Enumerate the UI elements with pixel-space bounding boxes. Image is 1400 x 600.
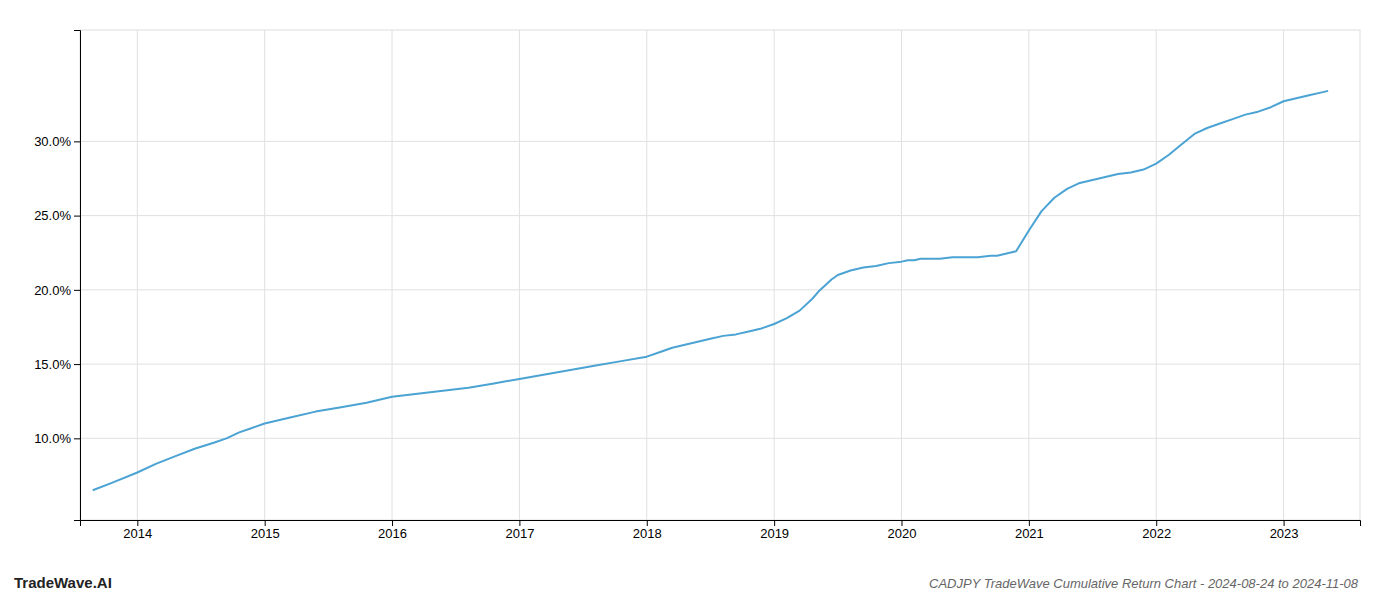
x-tick-label: 2022 xyxy=(1142,526,1171,541)
y-tick-mark xyxy=(74,216,80,217)
x-tick-mark xyxy=(137,520,138,526)
x-tick-mark xyxy=(901,520,902,526)
grid xyxy=(80,30,1360,520)
x-grid-line xyxy=(519,30,520,520)
chart-title: CADJPY TradeWave Cumulative Return Chart… xyxy=(929,576,1359,591)
x-grid-line xyxy=(1028,30,1029,520)
y-grid-line xyxy=(80,141,1360,142)
y-tick: 20.0% xyxy=(34,283,80,298)
x-tick-mark xyxy=(1029,520,1030,526)
x-tick: 2022 xyxy=(1142,520,1171,541)
x-grid-line xyxy=(1156,30,1157,520)
y-grid-line xyxy=(80,438,1360,439)
x-tick-label: 2019 xyxy=(760,526,789,541)
y-tick-label: 25.0% xyxy=(34,208,71,223)
y-tick: 15.0% xyxy=(34,357,80,372)
y-tick: 10.0% xyxy=(34,431,80,446)
x-tick: 2021 xyxy=(1015,520,1044,541)
y-tick: 25.0% xyxy=(34,208,80,223)
x-tick: 2015 xyxy=(251,520,280,541)
plot-area xyxy=(93,91,1328,490)
y-axis: 10.0% 15.0% 20.0% 25.0% 30.0% xyxy=(34,31,80,521)
y-grid-line xyxy=(80,215,1360,216)
x-tick-mark xyxy=(265,520,266,526)
chart: 2014 2015 2016 2017 2018 2019 2020 2021 2022 2023… xyxy=(0,0,1400,600)
y-tick: 30.0% xyxy=(34,134,80,149)
x-tick: 2014 xyxy=(123,520,152,541)
y-tick-mark xyxy=(74,141,80,142)
y-tick-mark xyxy=(74,438,80,439)
x-grid-line xyxy=(1283,30,1284,520)
y-tick-mark xyxy=(74,290,80,291)
x-tick-mark xyxy=(774,520,775,526)
x-tick: 2017 xyxy=(505,520,534,541)
x-tick-mark xyxy=(519,520,520,526)
y-grid-line xyxy=(80,289,1360,290)
x-tick-label: 2016 xyxy=(378,526,407,541)
watermark: TradeWave.AI xyxy=(14,574,112,591)
x-tick: 2018 xyxy=(633,520,662,541)
x-grid-line xyxy=(646,30,647,520)
y-tick-label: 15.0% xyxy=(34,357,71,372)
x-tick-mark xyxy=(647,520,648,526)
x-tick-mark xyxy=(392,520,393,526)
y-tick-label: 30.0% xyxy=(34,134,71,149)
x-axis: 2014 2015 2016 2017 2018 2019 2020 2021 2022 2023 xyxy=(81,520,1361,541)
x-tick-label: 2018 xyxy=(633,526,662,541)
x-tick-label: 2021 xyxy=(1015,526,1044,541)
x-tick-mark xyxy=(1156,520,1157,526)
x-grid-line xyxy=(774,30,775,520)
x-tick-label: 2015 xyxy=(251,526,280,541)
y-axis-line xyxy=(74,31,81,521)
x-tick: 2019 xyxy=(760,520,789,541)
x-grid-line xyxy=(392,30,393,520)
x-grid-line xyxy=(137,30,138,520)
x-tick-label: 2017 xyxy=(505,526,534,541)
y-tick-label: 20.0% xyxy=(34,283,71,298)
x-axis-line xyxy=(81,521,1361,527)
y-tick-mark xyxy=(74,364,80,365)
x-tick: 2016 xyxy=(378,520,407,541)
x-tick-label: 2014 xyxy=(123,526,152,541)
y-tick-label: 10.0% xyxy=(34,431,71,446)
data-line xyxy=(93,91,1328,490)
x-tick: 2023 xyxy=(1270,520,1299,541)
x-grid-line xyxy=(264,30,265,520)
plot-frame xyxy=(80,30,1360,520)
x-tick-label: 2020 xyxy=(888,526,917,541)
y-grid-line xyxy=(80,364,1360,365)
x-grid-line xyxy=(901,30,902,520)
x-tick: 2020 xyxy=(888,520,917,541)
x-tick-label: 2023 xyxy=(1270,526,1299,541)
x-tick-mark xyxy=(1284,520,1285,526)
